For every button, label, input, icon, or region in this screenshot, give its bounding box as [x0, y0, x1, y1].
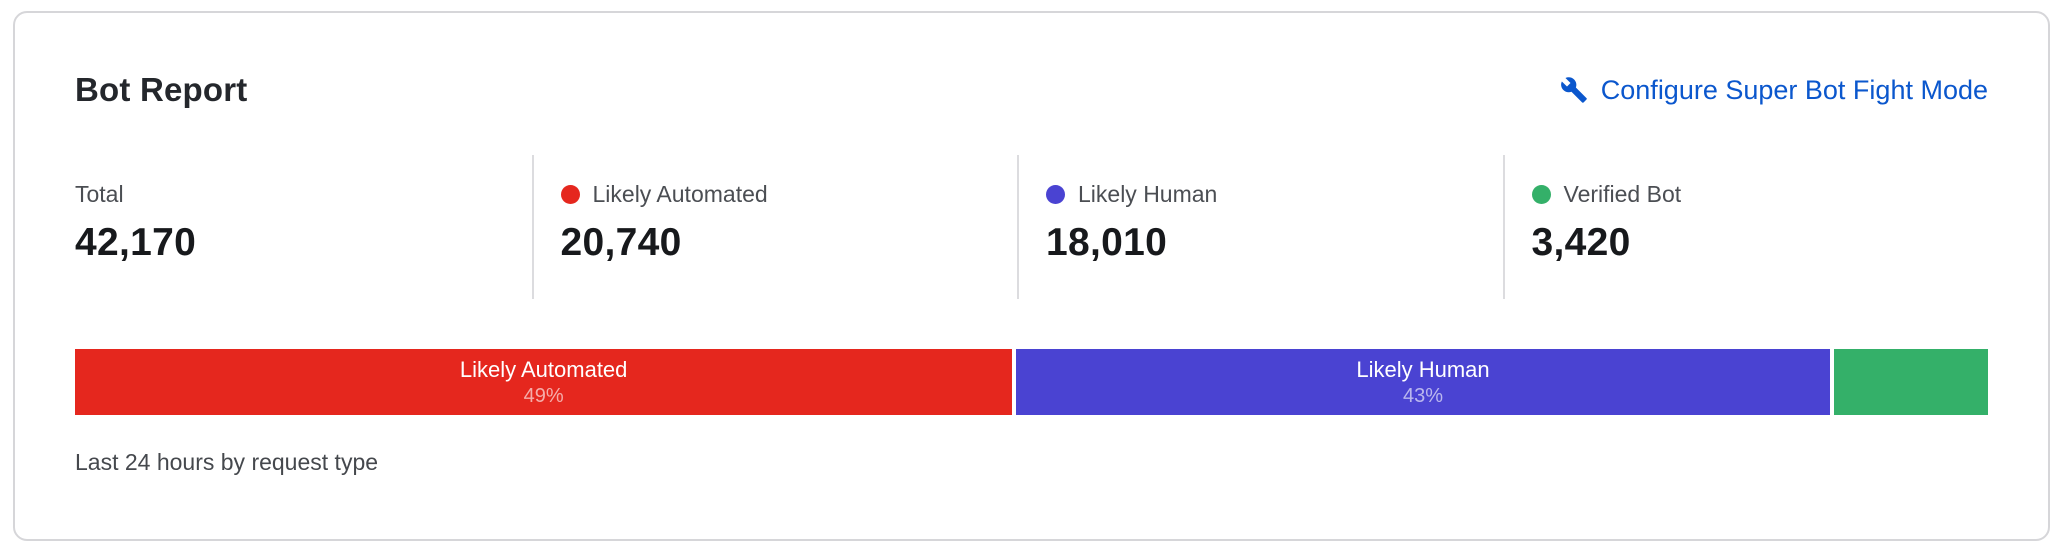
stat-verified-bot: Verified Bot 3,420 — [1502, 155, 1989, 299]
card-title: Bot Report — [75, 71, 248, 108]
stat-total: Total 42,170 — [75, 155, 532, 299]
config-link-label[interactable]: Configure Super Bot Fight Mode — [1600, 74, 1988, 105]
stat-total-label: Total — [75, 180, 124, 207]
stat-verified-bot-value: 3,420 — [1531, 221, 1631, 264]
stat-label-row: Verified Bot — [1531, 180, 1979, 207]
stat-likely-human: Likely Human 18,010 — [1017, 155, 1503, 299]
likely-human-dot-icon — [1046, 184, 1065, 204]
verified-bot-dot-icon — [1531, 184, 1551, 204]
caption: Last 24 hours by request type — [75, 449, 379, 475]
likely-automated-dot-icon — [560, 184, 580, 204]
stat-label-row: Likely Human — [1046, 181, 1493, 207]
bar-segment-likely-automated: Likely Automated 49% — [75, 349, 1013, 415]
bar-segment-percent: 49% — [523, 385, 564, 407]
bar-segment-label: Likely Automated — [459, 357, 628, 382]
bar-segment-likely-human: Likely Human 43% — [1016, 349, 1830, 415]
bar-segment-verified-bot — [1833, 349, 1989, 415]
wrench-icon[interactable] — [1560, 76, 1588, 104]
bar-segment-label: Likely Human — [1356, 357, 1490, 382]
stat-likely-human-value: 18,010 — [1046, 221, 1168, 264]
stat-likely-human-label: Likely Human — [1078, 180, 1218, 207]
stat-verified-bot-label: Verified Bot — [1563, 180, 1682, 207]
card-header: Bot Report Configure Super Bot Fight Mod… — [75, 69, 1988, 111]
stat-label-row: Likely Automated — [560, 180, 1008, 207]
bot-distribution-bar: Likely Automated 49% Likely Human 43% — [75, 349, 1989, 415]
configure-super-bot-fight-mode-link[interactable]: Configure Super Bot Fight Mode — [1560, 75, 1988, 106]
stat-total-value: 42,170 — [75, 221, 197, 264]
stat-label-row: Total — [75, 181, 522, 207]
bar-segment-percent: 43% — [1402, 385, 1443, 407]
bot-report-card: Bot Report Configure Super Bot Fight Mod… — [13, 11, 2050, 541]
stat-likely-automated-label: Likely Automated — [592, 180, 768, 207]
stats-row: Total 42,170 Likely Automated 20,740 Lik… — [75, 155, 1988, 299]
stat-likely-automated: Likely Automated 20,740 — [531, 155, 1018, 299]
stat-likely-automated-value: 20,740 — [560, 221, 682, 264]
